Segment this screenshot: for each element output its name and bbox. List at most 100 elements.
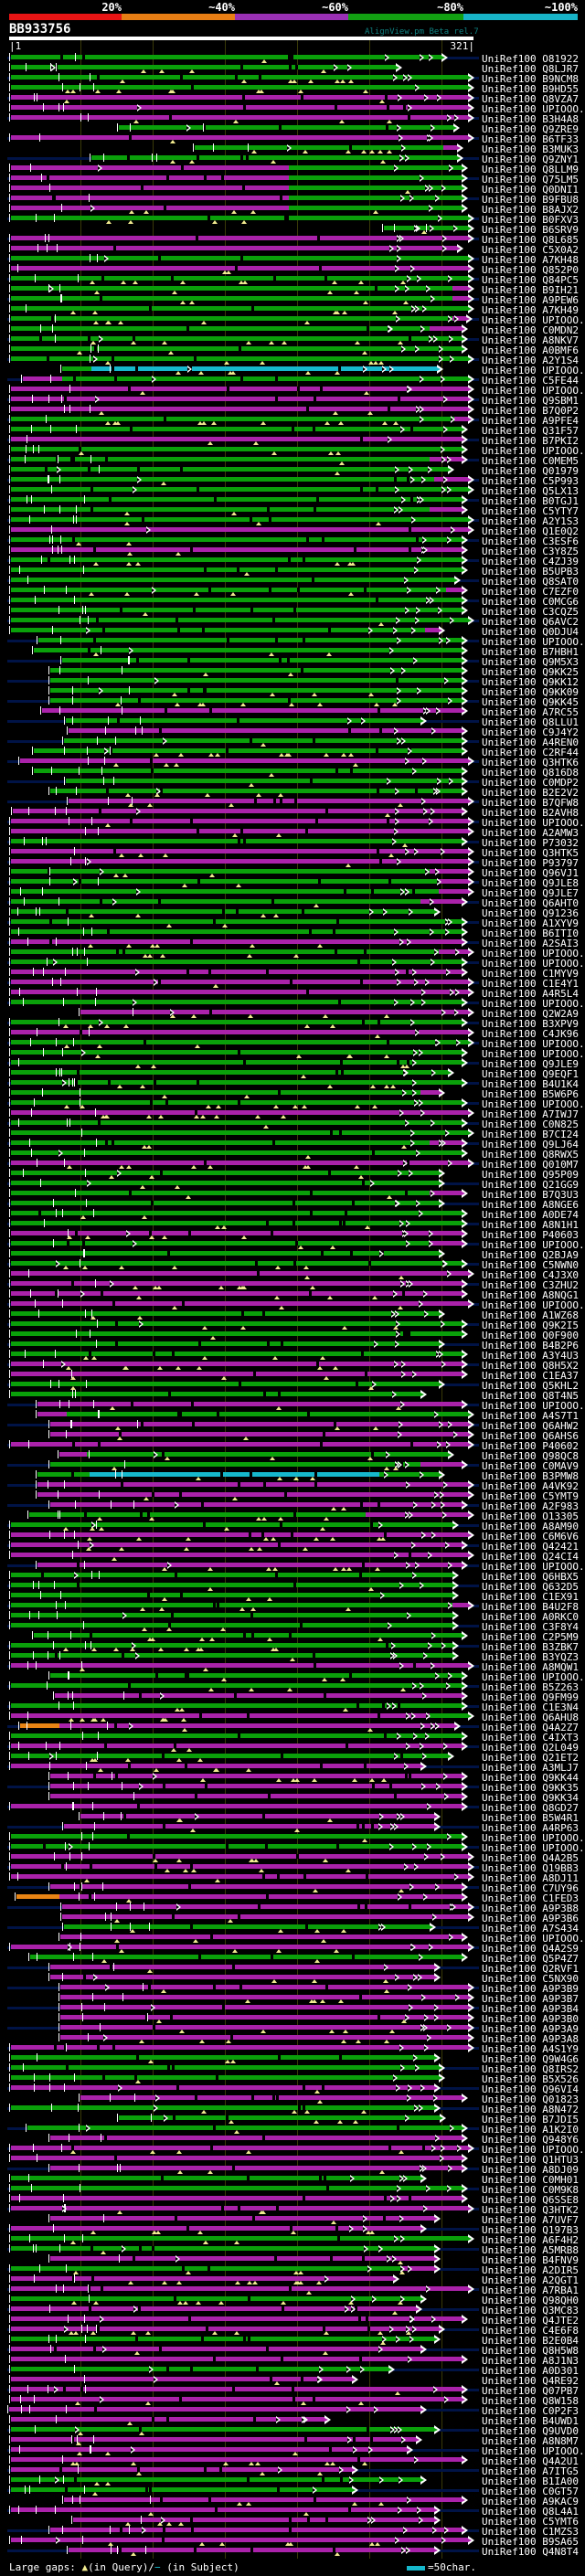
alignment-row[interactable]: UniRef100_C1E3N4	[0, 1701, 585, 1712]
hit-label[interactable]: UniRef100_Q8GD27	[482, 1802, 579, 1813]
alignment-row[interactable]: UniRef100_B6ITI0	[0, 928, 585, 938]
alignment-row[interactable]: UniRef100_C5NWN0	[0, 1259, 585, 1270]
alignment-row[interactable]: UniRef100_Q84PC5	[0, 274, 585, 285]
alignment-row[interactable]: UniRef100_C4JK96	[0, 1028, 585, 1039]
hit-label[interactable]: UniRef100_C5YTY7	[482, 505, 579, 516]
hsp-bar[interactable]	[11, 2246, 434, 2251]
alignment-row[interactable]: UniRef100_Q9JLE9	[0, 1058, 585, 1069]
alignment-row[interactable]: UniRef100_Q5KHL2	[0, 1380, 585, 1391]
hsp-bar[interactable]	[11, 1140, 430, 1145]
hsp-bar[interactable]	[66, 718, 420, 723]
hit-label[interactable]: UniRef100_A4RP63	[482, 1822, 579, 1833]
hsp-bar[interactable]	[119, 2115, 440, 2120]
hsp-bar[interactable]	[11, 1161, 468, 1165]
hit-label[interactable]: UniRef100_B5Z263	[482, 1681, 579, 1692]
alignment-row[interactable]: UniRef100_Q9KK34	[0, 1792, 585, 1803]
hit-label[interactable]: UniRef100_Q8L685	[482, 234, 579, 245]
alignment-row[interactable]: UniRef100_UPIOOO..	[0, 365, 585, 376]
alignment-row[interactable]: UniRef100_A9P3A8	[0, 2033, 585, 2044]
alignment-row[interactable]: UniRef100_UPIOOO..	[0, 1048, 585, 1059]
hit-label[interactable]: UniRef100_Q42421	[482, 1541, 579, 1552]
hsp-bar[interactable]	[60, 1935, 462, 1939]
hsp-bar[interactable]	[11, 1804, 462, 1808]
hsp-bar[interactable]	[29, 1512, 366, 1517]
hsp-bar[interactable]	[91, 366, 425, 371]
hit-label[interactable]: UniRef100_Q9JLE8	[482, 877, 579, 888]
hit-label[interactable]: UniRef100_A8AM90	[482, 1521, 579, 1532]
hit-label[interactable]: UniRef100_A2SAI3	[482, 938, 579, 949]
hsp-bar[interactable]	[11, 1271, 468, 1276]
hsp-bar[interactable]	[11, 2266, 402, 2271]
hsp-bar[interactable]	[11, 206, 289, 210]
hsp-bar[interactable]	[37, 1412, 67, 1416]
alignment-row[interactable]: UniRef100_C5YTY7	[0, 505, 585, 516]
alignment-row[interactable]: UniRef100_C1FED3	[0, 1892, 585, 1903]
hit-label[interactable]: UniRef100_P73032	[482, 837, 579, 848]
hit-label[interactable]: UniRef100_A7UVF7	[482, 2214, 579, 2225]
hit-label[interactable]: UniRef100_Q9LJ64	[482, 1139, 579, 1150]
alignment-row[interactable]: UniRef100_A8N1H1	[0, 1219, 585, 1230]
hit-label[interactable]: UniRef100_A9PEW6	[482, 294, 579, 305]
alignment-row[interactable]: UniRef100_B5UPB3	[0, 566, 585, 577]
alignment-row[interactable]: UniRef100_Q9KK09	[0, 686, 585, 697]
hsp-bar[interactable]	[59, 1723, 454, 1728]
hsp-bar[interactable]	[42, 708, 462, 713]
alignment-row[interactable]: UniRef100_C3ZHU2	[0, 1279, 585, 1290]
alignment-row[interactable]: UniRef100_UPIOOO..	[0, 958, 585, 969]
hsp-bar[interactable]	[60, 1995, 468, 1999]
alignment-row[interactable]: UniRef100_Q01979	[0, 465, 585, 476]
alignment-row[interactable]: UniRef100_Q3HTK2	[0, 2204, 585, 2215]
hsp-bar[interactable]	[11, 1945, 468, 1949]
hit-label[interactable]: UniRef100_UPIOOO..	[482, 1239, 585, 1250]
hsp-bar[interactable]	[37, 1402, 462, 1406]
hit-label[interactable]: UniRef100_Q21GG9	[482, 1179, 579, 1190]
hit-label[interactable]: UniRef100_B4B2P6	[482, 1340, 579, 1351]
alignment-row[interactable]: UniRef100_C0MDP2	[0, 777, 585, 788]
alignment-row[interactable]: UniRef100_UPIOOO..	[0, 1038, 585, 1049]
alignment-row[interactable]: UniRef100_B3H4A8	[0, 113, 585, 124]
hit-label[interactable]: UniRef100_B3YQZ3	[482, 1651, 579, 1662]
alignment-row[interactable]: UniRef100_Q8IRS2	[0, 2063, 585, 2074]
hsp-bar[interactable]	[420, 899, 462, 904]
alignment-row[interactable]: UniRef100_UPIOOO..	[0, 1842, 585, 1853]
hit-label[interactable]: UniRef100_UPIOOO..	[482, 385, 585, 396]
alignment-row[interactable]: UniRef100_Q9FM99	[0, 1691, 585, 1702]
alignment-row[interactable]: UniRef100_A4REN0	[0, 737, 585, 747]
alignment-row[interactable]: UniRef100_B7JDI5	[0, 2114, 585, 2125]
hsp-bar[interactable]	[443, 145, 457, 150]
alignment-row[interactable]: UniRef100_Q21ET2	[0, 1752, 585, 1763]
hit-label[interactable]: UniRef100_C1E4Y1	[482, 978, 579, 989]
hit-label[interactable]: UniRef100_UPIOOO..	[482, 1299, 585, 1310]
hit-label[interactable]: UniRef100_C0MDN2	[482, 324, 579, 335]
hsp-bar[interactable]	[11, 557, 462, 562]
alignment-row[interactable]: UniRef100_A2F983	[0, 1500, 585, 1511]
hsp-bar[interactable]	[11, 296, 452, 301]
hit-label[interactable]: UniRef100_Q010M7	[482, 1159, 579, 1170]
alignment-row[interactable]: UniRef100_A3Y4U3	[0, 1350, 585, 1361]
alignment-row[interactable]: UniRef100_A0RKC0	[0, 1611, 585, 1622]
alignment-row[interactable]: UniRef100_Q8T4N5	[0, 1390, 585, 1401]
hsp-bar[interactable]	[11, 1060, 462, 1065]
hit-label[interactable]: UniRef100_C7EZF0	[482, 586, 579, 597]
hsp-bar[interactable]	[11, 1532, 468, 1537]
hit-label[interactable]: UniRef100_A7KH49	[482, 304, 579, 315]
hsp-bar[interactable]	[11, 356, 468, 361]
alignment-row[interactable]: UniRef100_A9PEW6	[0, 294, 585, 305]
hsp-bar[interactable]	[64, 738, 462, 743]
hit-label[interactable]: UniRef100_Q8SAT0	[482, 576, 579, 587]
hit-label[interactable]: UniRef100_UPIOOO..	[482, 1048, 585, 1059]
hsp-bar[interactable]	[11, 407, 468, 411]
hit-label[interactable]: UniRef100_B3MUK3	[482, 143, 579, 154]
alignment-row[interactable]: UniRef100_B3ZBK7	[0, 1641, 585, 1652]
hit-label[interactable]: UniRef100_UPIOOO..	[482, 1561, 585, 1572]
hsp-bar[interactable]	[402, 2266, 434, 2271]
hsp-bar[interactable]	[11, 537, 462, 542]
hit-label[interactable]: UniRef100_C1EX91	[482, 1591, 579, 1602]
hsp-bar[interactable]	[11, 2477, 420, 2482]
hsp-bar[interactable]	[11, 276, 468, 281]
hsp-bar[interactable]	[50, 2166, 462, 2170]
hit-label[interactable]: UniRef100_Q9KK44	[482, 1772, 579, 1783]
alignment-row[interactable]: UniRef100_A9P3B9	[0, 1983, 585, 1994]
hit-label[interactable]: UniRef100_Q4A2Z7	[482, 1722, 579, 1733]
alignment-row[interactable]: UniRef100_C3Y8Z5	[0, 546, 585, 557]
